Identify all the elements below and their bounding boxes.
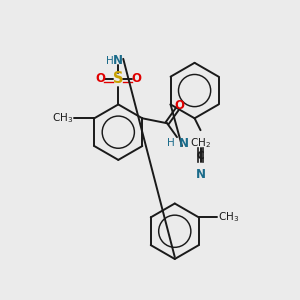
- Text: H: H: [167, 138, 175, 148]
- Text: O: O: [95, 72, 106, 85]
- Text: C: C: [197, 151, 204, 161]
- Text: O: O: [131, 72, 141, 85]
- Text: N: N: [179, 136, 189, 150]
- Text: CH$_3$: CH$_3$: [52, 111, 74, 125]
- Text: S: S: [113, 71, 124, 86]
- Text: O: O: [174, 99, 184, 112]
- Text: CH$_3$: CH$_3$: [218, 211, 239, 224]
- Text: CH$_2$: CH$_2$: [190, 136, 211, 150]
- Text: N: N: [113, 54, 123, 67]
- Text: H: H: [106, 56, 114, 66]
- Text: N: N: [196, 168, 206, 181]
